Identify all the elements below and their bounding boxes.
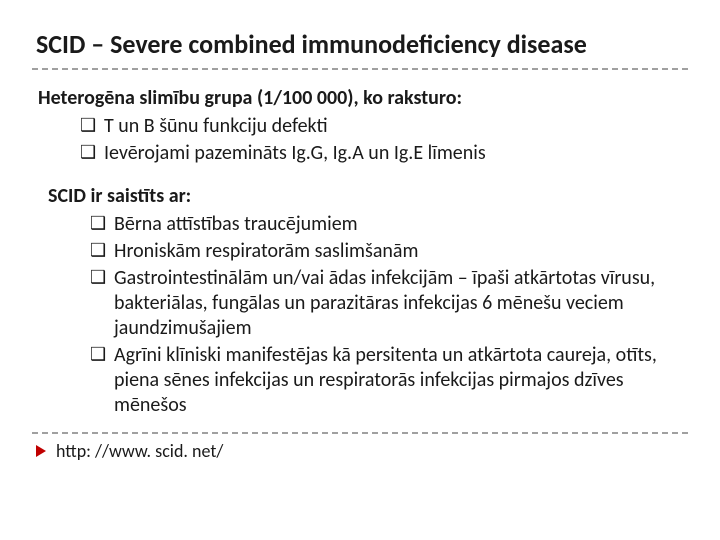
list-item: Agrīni klīniski manifestējas kā persiten… xyxy=(90,343,688,418)
list-item: Gastrointestinālām un/vai ādas infekcijā… xyxy=(90,266,688,341)
list-item: Ievērojami pazemināts Ig.G, Ig.A un Ig.E… xyxy=(80,141,688,166)
section1-list: T un B šūnu funkciju defekti Ievērojami … xyxy=(80,114,688,166)
section1-heading: Heterogēna slimību grupa (1/100 000), ko… xyxy=(38,86,688,110)
list-item: Bērna attīstības traucējumiem xyxy=(90,212,688,237)
section2-list: Bērna attīstības traucējumiem Hroniskām … xyxy=(90,212,688,418)
footer-url: http: //www. scid. net/ xyxy=(56,440,223,462)
slide-title: SCID – Severe combined immunodeficiency … xyxy=(32,28,688,68)
list-item: Hroniskām respiratorām saslimšanām xyxy=(90,239,688,264)
title-divider xyxy=(32,68,688,70)
arrow-right-icon xyxy=(36,445,46,457)
section2-heading: SCID ir saistīts ar: xyxy=(48,184,688,208)
list-item: T un B šūnu funkciju defekti xyxy=(80,114,688,139)
slide: SCID – Severe combined immunodeficiency … xyxy=(0,0,720,540)
footer-divider xyxy=(32,432,688,434)
footer: http: //www. scid. net/ xyxy=(32,440,688,462)
